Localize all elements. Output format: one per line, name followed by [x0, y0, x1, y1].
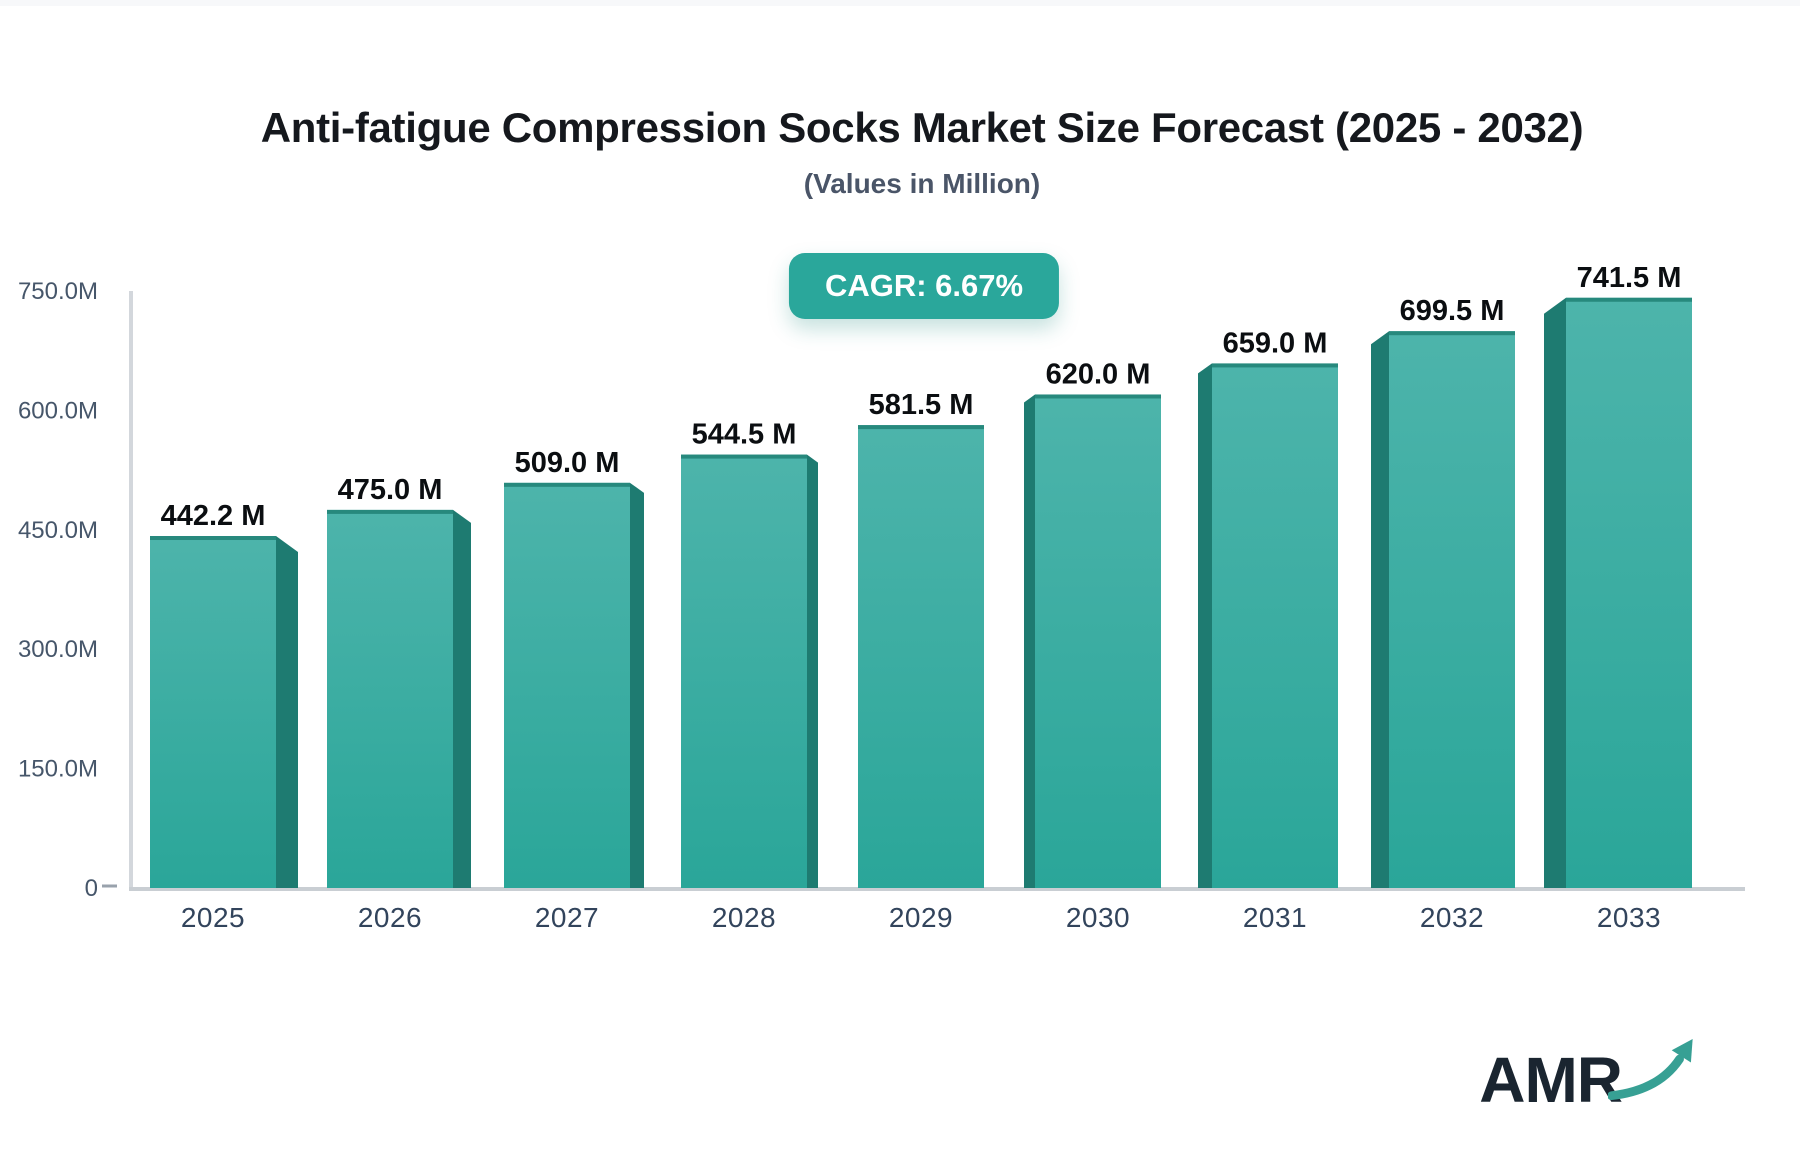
bar	[504, 482, 630, 888]
bar-side-face	[630, 482, 644, 888]
x-tick-label: 2027	[535, 902, 599, 933]
bar-top-edge	[1212, 363, 1338, 368]
bar-top-edge	[1566, 297, 1692, 302]
bar-value-label: 509.0 M	[515, 447, 620, 479]
bar-top-edge	[504, 482, 630, 487]
bar-top-edge	[858, 425, 984, 430]
bar-value-label: 620.0 M	[1046, 358, 1151, 390]
x-tick-label: 2033	[1597, 902, 1661, 933]
bar	[858, 425, 984, 888]
bar-side-face	[807, 454, 818, 888]
bar-group: 509.0 M 2027	[504, 447, 644, 933]
bar-side-face	[1024, 394, 1035, 888]
y-tick-label: 0	[85, 875, 98, 902]
bar	[1035, 394, 1161, 888]
bar	[150, 536, 276, 888]
growth-arrow-icon	[1608, 1038, 1693, 1101]
y-tick-label: 600.0M	[18, 397, 98, 424]
bar	[327, 509, 453, 888]
bar-value-label: 475.0 M	[338, 474, 443, 506]
bar-side-face	[1544, 297, 1566, 888]
x-tick-label: 2032	[1420, 902, 1484, 933]
y-tick-label: 450.0M	[18, 517, 98, 544]
page-top-strip	[0, 0, 1800, 6]
bar-value-label: 544.5 M	[692, 419, 797, 451]
bar-value-label: 699.5 M	[1400, 295, 1505, 327]
bar-group: 741.5 M 2033	[1544, 262, 1692, 933]
x-tick-label: 2031	[1243, 902, 1307, 933]
chart-title: Anti-fatigue Compression Socks Market Si…	[260, 104, 1584, 151]
bar-group: 699.5 M 2032	[1371, 295, 1515, 933]
x-tick-label: 2025	[181, 902, 245, 933]
x-tick-label: 2029	[889, 902, 953, 933]
bar-top-edge	[681, 454, 807, 459]
bar-value-label: 659.0 M	[1223, 327, 1328, 359]
bar-side-face	[1198, 363, 1212, 888]
bar-value-label: 581.5 M	[869, 389, 974, 421]
bar-top-edge	[150, 536, 276, 541]
bar	[1212, 363, 1338, 888]
cagr-badge-label: CAGR: 6.67%	[824, 268, 1024, 303]
bar-group: 475.0 M 2026	[327, 474, 471, 933]
bar	[1566, 297, 1692, 888]
y-tick-label: 750.0M	[18, 278, 98, 305]
y-tick-label: 300.0M	[18, 636, 98, 663]
bar-side-face	[453, 509, 471, 888]
bar-value-label: 442.2 M	[161, 500, 266, 532]
axis-layer: 0 150.0M 300.0M 450.0M 600.0M 750.0M	[18, 278, 1745, 902]
amr-logo: AMR	[1479, 1028, 1704, 1116]
x-tick-label: 2030	[1066, 902, 1130, 933]
bar-top-edge	[327, 509, 453, 514]
y-tick-label: 150.0M	[18, 756, 98, 783]
bar-group: 659.0 M 2031	[1198, 327, 1338, 933]
x-tick-label: 2028	[712, 902, 776, 933]
bar-value-label: 741.5 M	[1577, 262, 1682, 294]
x-tick-label: 2026	[358, 902, 422, 933]
bar-group: 620.0 M 2030	[1024, 358, 1161, 933]
bar	[681, 454, 807, 888]
bar-group: 581.5 M 2029	[858, 389, 984, 933]
bar-side-face	[1371, 331, 1389, 888]
bar-group: 544.5 M 2028	[681, 419, 818, 933]
bar	[1389, 331, 1515, 888]
cagr-badge: CAGR: 6.67%	[788, 253, 1060, 319]
chart-subtitle: (Values in Million)	[803, 168, 1041, 199]
bar-group: 442.2 M 2025	[150, 500, 298, 933]
bar-side-face	[276, 536, 298, 888]
bars-layer: 442.2 M 2025 475.0 M 2026 509.0 M 2027 544.5 M…	[150, 262, 1692, 933]
bar-top-edge	[1035, 394, 1161, 399]
bar-top-edge	[1389, 331, 1515, 336]
logo-text: AMR	[1479, 1043, 1623, 1116]
